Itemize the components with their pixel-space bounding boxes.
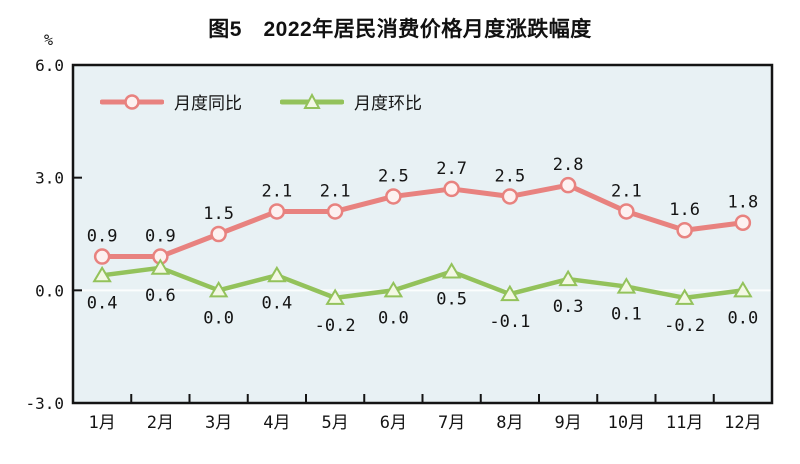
data-label-mom: -0.2 xyxy=(664,316,705,336)
data-label-mom: -0.2 xyxy=(315,316,356,336)
line-triangle-marker-icon xyxy=(280,92,344,109)
data-label-yoy: 2.7 xyxy=(436,159,467,179)
legend-circle-marker-icon xyxy=(124,93,140,110)
marker-circle-yoy xyxy=(443,180,460,198)
marker-triangle-mom xyxy=(92,265,112,283)
marker-circle-yoy xyxy=(326,203,344,220)
marker-triangle-mom xyxy=(500,284,520,302)
marker-circle-yoy xyxy=(268,203,286,220)
x-tick-label: 5月 xyxy=(322,413,349,433)
marker-circle-yoy xyxy=(676,221,693,239)
plot-border xyxy=(71,63,774,405)
data-label-mom: 0.3 xyxy=(553,297,584,317)
data-label-yoy: 2.5 xyxy=(378,166,409,186)
marker-circle-yoy xyxy=(501,188,519,205)
marker-triangle-mom xyxy=(616,277,637,294)
x-tick-label: 3月 xyxy=(205,413,232,433)
chart-title: 图5 2022年居民消费价格月度涨跌幅度 xyxy=(208,18,592,41)
marker-triangle-mom xyxy=(208,280,229,298)
legend-label-yoy: 月度同比 xyxy=(174,94,242,113)
marker-circle-yoy xyxy=(210,225,227,243)
line-yoy xyxy=(99,182,746,260)
data-label-yoy: 2.8 xyxy=(553,155,584,175)
data-label-yoy: 0.9 xyxy=(87,227,118,247)
legend-item-yoy: 月度同比 xyxy=(100,89,242,114)
marker-triangle-mom xyxy=(325,288,345,305)
y-tick-label: 0.0 xyxy=(35,281,64,300)
x-tick-label: 8月 xyxy=(496,413,523,433)
marker-triangle-mom xyxy=(733,280,753,298)
data-label-mom: 0.4 xyxy=(262,293,293,313)
legend-label-mom: 月度环比 xyxy=(354,94,422,113)
x-tick-label: 1月 xyxy=(89,413,116,433)
marker-triangle-mom xyxy=(558,269,578,287)
data-label-yoy: 2.5 xyxy=(495,166,526,186)
legend-item-mom: 月度环比 xyxy=(280,89,422,114)
line-mom xyxy=(99,265,746,301)
x-tick-label: 2月 xyxy=(147,413,174,433)
marker-circle-yoy xyxy=(559,176,577,194)
data-label-mom: 0.1 xyxy=(611,305,642,325)
data-label-mom: 0.0 xyxy=(378,308,409,328)
data-label-yoy: 2.1 xyxy=(262,181,293,201)
data-label-yoy: 2.1 xyxy=(611,181,642,201)
marker-circle-yoy xyxy=(93,248,111,265)
marker-triangle-mom xyxy=(674,288,695,305)
x-tick-label: 9月 xyxy=(555,413,582,433)
marker-triangle-mom xyxy=(441,262,462,279)
x-tick-label: 11月 xyxy=(666,413,703,433)
marker-circle-yoy xyxy=(618,203,635,220)
data-label-mom: 0.0 xyxy=(728,308,759,328)
y-tick-label: -3.0 xyxy=(25,394,64,413)
plot-background xyxy=(73,65,772,403)
marker-triangle-mom xyxy=(150,258,171,275)
data-label-yoy: 1.5 xyxy=(203,204,234,224)
line-circle-marker-icon xyxy=(100,93,164,110)
x-tick-label: 4月 xyxy=(263,413,290,433)
data-label-mom: -0.1 xyxy=(489,312,530,332)
y-axis-unit-label: % xyxy=(44,31,54,49)
data-label-yoy: 0.9 xyxy=(145,227,176,247)
data-label-mom: 0.4 xyxy=(87,293,118,313)
marker-triangle-mom xyxy=(267,265,287,283)
marker-circle-yoy xyxy=(385,188,402,205)
data-label-yoy: 2.1 xyxy=(320,181,351,201)
x-tick-label: 10月 xyxy=(608,413,645,433)
data-label-yoy: 1.8 xyxy=(728,193,759,213)
y-tick-label: 6.0 xyxy=(35,56,64,75)
x-tick-label: 6月 xyxy=(380,413,407,433)
data-label-mom: 0.6 xyxy=(145,286,176,306)
y-tick-label: 3.0 xyxy=(35,169,64,188)
data-label-mom: 0.0 xyxy=(203,308,234,328)
x-tick-label: 12月 xyxy=(724,413,761,433)
x-tick-label: 7月 xyxy=(438,413,465,433)
marker-triangle-mom xyxy=(383,280,404,298)
legend-triangle-marker-icon xyxy=(303,92,321,109)
data-label-yoy: 1.6 xyxy=(669,200,700,220)
data-label-mom: 0.5 xyxy=(436,290,467,310)
legend: 月度同比 月度环比 xyxy=(100,89,422,114)
marker-circle-yoy xyxy=(734,214,752,231)
